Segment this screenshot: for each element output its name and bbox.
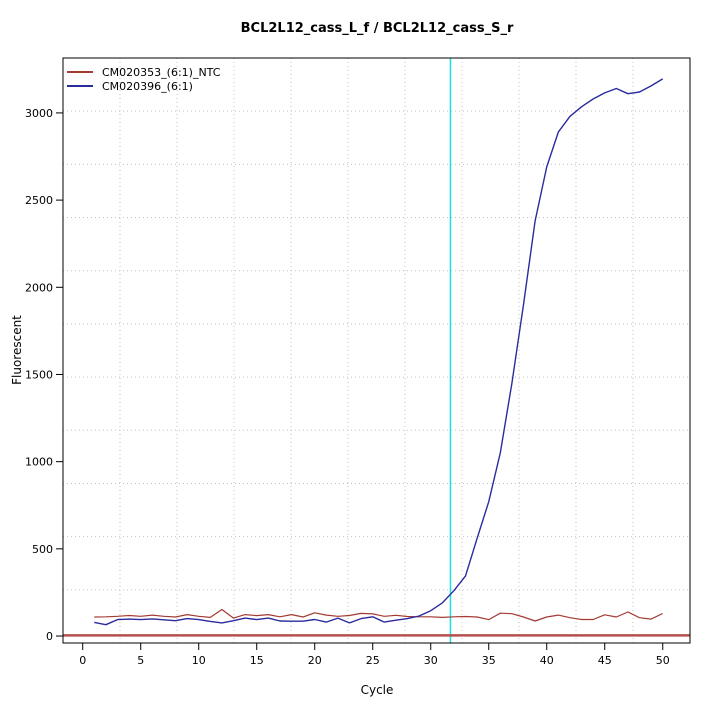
x-axis-tick-label: 15 [250,654,264,667]
x-axis-tick-label: 30 [424,654,438,667]
y-axis-tick-label: 1000 [25,456,53,469]
y-axis-tick-label: 1500 [25,368,53,381]
legend-entry-ntc: CM020353_(6:1)_NTC [67,65,220,79]
x-axis-tick-label: 45 [598,654,612,667]
x-axis-tick-label: 20 [308,654,322,667]
y-axis-tick-label: 0 [46,630,53,643]
legend: CM020353_(6:1)_NTC CM020396_(6:1) [67,65,220,93]
x-axis-tick-label: 40 [540,654,554,667]
y-axis-tick-label: 2500 [25,194,53,207]
plot-box [62,57,691,644]
y-axis-tick-label: 2000 [25,281,53,294]
x-axis-title: Cycle [360,683,394,697]
legend-line-swatch-ntc [67,71,93,73]
series-curve-ntc [94,608,663,622]
x-axis-tick-label: 35 [482,654,496,667]
x-axis-tick-label: 10 [192,654,206,667]
x-axis-tick-label: 50 [656,654,670,667]
y-axis-title: Fluorescent [10,315,24,385]
x-axis-tick-label: 5 [137,654,144,667]
chart-title: BCL2L12_cass_L_f / BCL2L12_cass_S_r [240,21,514,36]
x-axis-tick-label: 0 [79,654,86,667]
x-axis-tick-label: 25 [366,654,380,667]
y-axis-tick-label: 500 [32,543,53,556]
legend-entry-sample: CM020396_(6:1) [67,79,220,93]
legend-label-ntc: CM020353_(6:1)_NTC [102,65,221,79]
legend-label-sample: CM020396_(6:1) [102,79,193,93]
series-curve-sample [94,78,664,626]
legend-line-swatch-sample [67,85,93,87]
y-axis-tick-label: 3000 [25,107,53,120]
